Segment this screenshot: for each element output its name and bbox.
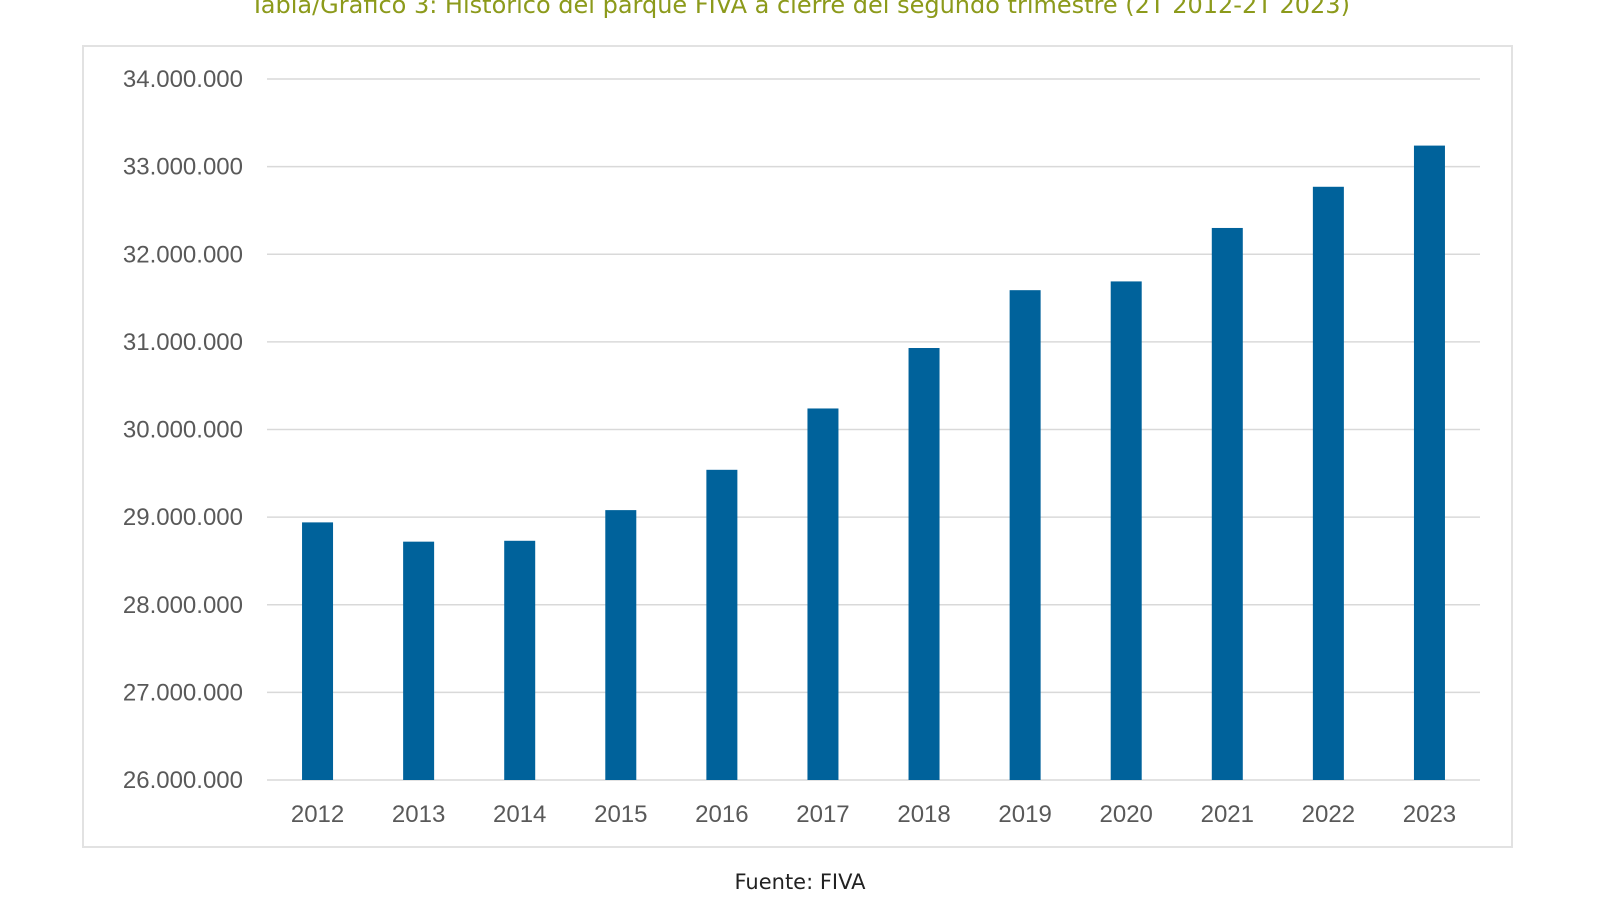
y-tick-label: 32.000.000: [123, 241, 243, 268]
bar-2016: [706, 469, 738, 780]
bar-2020: [1110, 281, 1142, 780]
y-tick-label: 28.000.000: [123, 592, 243, 619]
x-tick-label: 2018: [897, 801, 950, 828]
x-tick-label: 2021: [1201, 801, 1254, 828]
x-tick-label: 2017: [796, 801, 849, 828]
x-tick-label: 2020: [1100, 801, 1153, 828]
bar-2023: [1413, 145, 1445, 781]
y-tick-label: 29.000.000: [123, 504, 243, 531]
x-tick-label: 2013: [392, 801, 445, 828]
x-tick-label: 2022: [1302, 801, 1355, 828]
bar-2013: [403, 541, 435, 780]
x-tick-label: 2014: [493, 801, 546, 828]
x-tick-label: 2019: [998, 801, 1051, 828]
x-tick-label: 2023: [1403, 801, 1456, 828]
bar-2022: [1312, 186, 1344, 780]
source-note: Fuente: FIVA: [734, 870, 866, 894]
y-tick-label: 31.000.000: [123, 329, 243, 356]
x-tick-label: 2015: [594, 801, 647, 828]
bars: [302, 145, 1445, 781]
x-axis-tick-labels: 2012 2013 2014 2015 2016 2017 2018 2019 2020 2021…: [291, 801, 1456, 828]
y-tick-label: 30.000.000: [123, 417, 243, 444]
bar-2014: [504, 540, 536, 780]
gridlines: [267, 78, 1480, 781]
bar-2018: [908, 348, 940, 780]
y-tick-label: 34.000.000: [123, 66, 243, 93]
bar-2015: [605, 510, 637, 780]
bar-2021: [1211, 227, 1243, 780]
bar-2019: [1009, 290, 1041, 780]
y-axis-tick-labels: 26.000.000 27.000.000 28.000.000 29.000.000…: [123, 66, 243, 794]
x-tick-label: 2016: [695, 801, 748, 828]
bar-2012: [302, 522, 334, 780]
bar-2017: [807, 408, 839, 780]
y-tick-label: 27.000.000: [123, 679, 243, 706]
x-tick-label: 2012: [291, 801, 344, 828]
y-tick-label: 33.000.000: [123, 154, 243, 181]
y-tick-label: 26.000.000: [123, 767, 243, 794]
chart-title: Tabla/Gráfico 3: Histórico del parque FI…: [250, 0, 1350, 19]
